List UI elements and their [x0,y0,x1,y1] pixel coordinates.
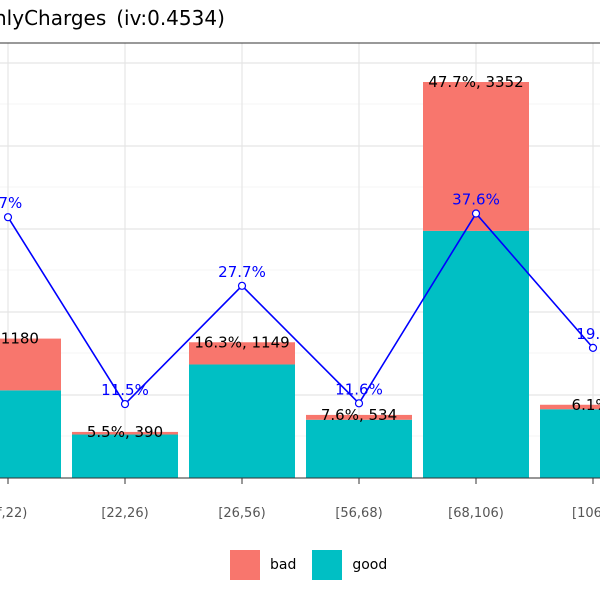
bar-bad [540,404,600,410]
bar-total-label: 6.1%, [572,396,600,414]
legend-label-good: good [352,557,388,573]
line-point [471,209,481,218]
line-point [3,213,13,222]
line-point [237,281,247,290]
x-axis-ticks: nf,22) [22,26) [26,56) [56,68) [68,106) [106,… [0,478,600,521]
bad-rate-line [7,212,594,406]
bar-good [423,230,529,478]
line-rate-label: 11.5% [101,381,149,399]
bar-good [306,419,412,478]
line-rate-label: 37.6% [452,191,500,209]
line-point [354,399,364,408]
bars [0,82,600,478]
bar-total-label: 16.3%, 1149 [194,333,289,351]
line-rate-label: .7% [0,194,22,212]
bar-total-label: 47.7%, 3352 [428,73,523,91]
legend-swatch-good [312,550,343,580]
bar-total-label: 7.6%, 534 [321,406,397,424]
legend-label-bad: bad [270,557,297,573]
bar-bad [72,431,178,435]
x-tick-label: [106, I [572,506,600,521]
bar-bad [0,338,61,391]
line-point [588,343,598,352]
bar-bad [423,82,529,231]
line-rate-label: 11.6% [335,380,383,398]
legend: bad good [230,550,403,580]
x-tick-label: [26,56) [218,506,265,521]
bar-line-chart: %, 1180 5.5%, 390 16.3%, 1149 7.6%, 534 47.7… [0,42,600,521]
x-tick-label: [56,68) [335,506,382,521]
legend-swatch-bad [230,550,260,580]
line-point [120,399,130,409]
bar-labels: %, 1180 5.5%, 390 16.3%, 1149 7.6%, 534 47.7… [0,73,600,441]
bar-bad [306,414,412,420]
bar-good [72,434,178,478]
bar-good [540,409,600,478]
x-tick-label: [68,106) [448,506,504,521]
x-tick-label: [22,26) [101,506,148,521]
line-rate-label: 19.2 [576,325,600,343]
x-tick-label: nf,22) [0,506,27,521]
line-labels: .7% 11.5% 27.7% 11.6% 37.6% 19.2 [0,191,600,400]
line-series [3,209,598,409]
bar-total-label: 5.5%, 390 [87,423,163,441]
bar-bad [189,342,295,365]
chart-title: nlyCharges (iv:0.4534) [0,6,225,30]
bar-good [0,390,61,478]
bar-total-label: %, 1180 [0,330,39,348]
bar-good [189,364,295,478]
line-rate-label: 27.7% [218,263,266,281]
